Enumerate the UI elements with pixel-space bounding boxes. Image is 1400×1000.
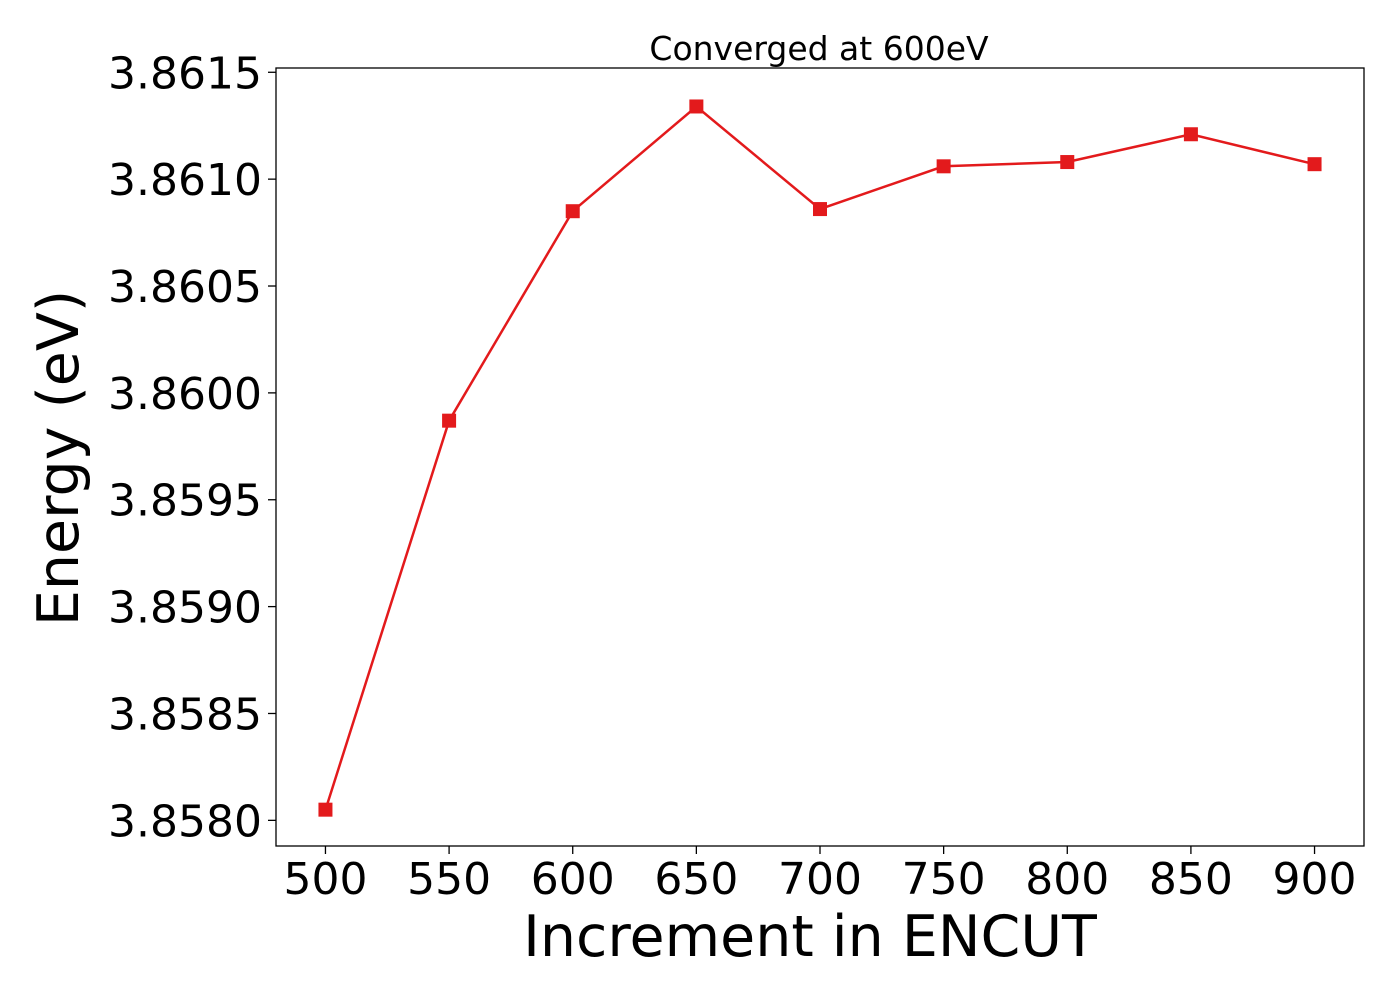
data-point-marker: [1183, 127, 1198, 142]
series-layer: [318, 99, 1322, 817]
y-tick-label: 3.8615: [108, 48, 262, 99]
x-tick-label: 600: [531, 854, 615, 905]
x-tick-label: 500: [283, 854, 367, 905]
data-point-marker: [565, 204, 580, 219]
data-point-marker: [1060, 155, 1075, 170]
data-point-marker: [813, 202, 827, 217]
y-tick-label: 3.8610: [108, 155, 262, 206]
y-axis-label: Energy (eV): [26, 290, 92, 626]
data-point-marker: [936, 159, 951, 174]
y-tick-label: 3.8600: [108, 369, 262, 420]
data-point-marker: [442, 413, 457, 428]
x-tick-label: 700: [778, 854, 862, 905]
x-axis: 500 550 600 650 700 750 800 850 900: [283, 846, 1357, 905]
y-tick-label: 3.8605: [108, 262, 262, 313]
y-tick-label: 3.8580: [108, 796, 262, 847]
x-tick-label: 800: [1025, 854, 1109, 905]
data-point-marker: [1307, 157, 1322, 172]
x-tick-label: 550: [407, 854, 491, 905]
plot-area: [275, 67, 1365, 847]
x-tick-label: 850: [1149, 854, 1233, 905]
data-point-marker: [689, 99, 704, 114]
y-tick-label: 3.8585: [108, 689, 262, 740]
data-point-marker: [318, 802, 333, 817]
x-tick-label: 650: [654, 854, 738, 905]
y-axis: 3.8580 3.8585 3.8590 3.8595 3.8600 3.8605 3.86…: [108, 48, 276, 847]
chart-title: Converged at 600eV: [649, 29, 989, 68]
y-tick-label: 3.8595: [108, 476, 262, 527]
y-tick-label: 3.8590: [108, 583, 262, 634]
x-axis-label: Increment in ENCUT: [523, 904, 1097, 970]
x-tick-label: 900: [1273, 854, 1357, 905]
x-tick-label: 750: [902, 854, 986, 905]
